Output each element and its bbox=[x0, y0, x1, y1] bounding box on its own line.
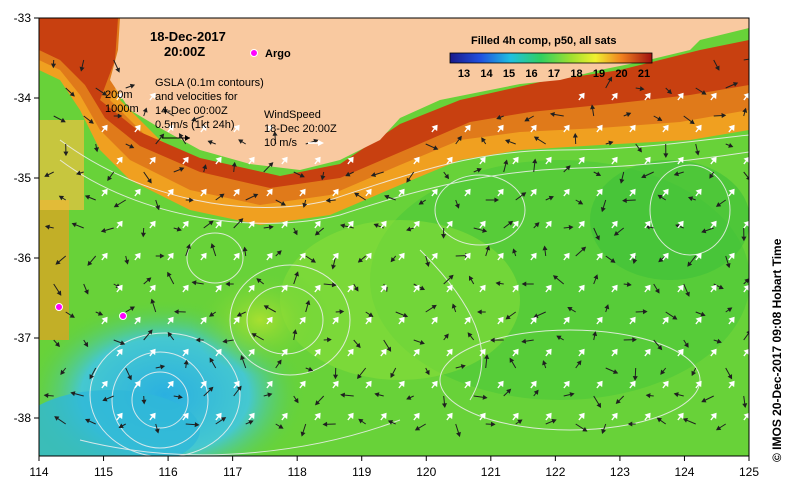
wind-note: WindSpeed 18-Dec 20:00Z 10 m/s bbox=[264, 109, 337, 149]
lon-tick-label: 123 bbox=[610, 465, 630, 479]
gsla-line-1: GSLA (0.1m contours) bbox=[155, 77, 264, 89]
lon-tick-label: 115 bbox=[94, 465, 113, 479]
colorbar-tick-label: 17 bbox=[548, 68, 560, 80]
lon-tick-label: 119 bbox=[352, 465, 371, 479]
colorbar-title: Filled 4h comp, p50, all sats bbox=[471, 35, 617, 47]
plot-border bbox=[38, 17, 750, 457]
lon-axis: 114 115 116 117 118 119 120 121 122 123 124 125 bbox=[29, 456, 759, 479]
colorbar-tick-label: 20 bbox=[615, 68, 627, 80]
lat-axis: -33 -34 -35 -36 -37 -38 bbox=[14, 11, 39, 425]
lon-tick-label: 121 bbox=[481, 465, 501, 479]
colorbar-tick-label: 21 bbox=[638, 68, 650, 80]
gsla-note: GSLA (0.1m contours) and velocities for … bbox=[155, 77, 264, 141]
lat-tick-label: -37 bbox=[14, 331, 32, 345]
argo-label: Argo bbox=[265, 48, 291, 60]
lon-tick-label: 118 bbox=[288, 465, 307, 479]
argo-float-marker bbox=[55, 303, 127, 320]
lon-tick-label: 117 bbox=[223, 465, 242, 479]
time-label: 20:00Z bbox=[164, 44, 205, 59]
colorbar-tick-label: 15 bbox=[503, 68, 515, 80]
wind-time: 18-Dec 20:00Z bbox=[264, 123, 337, 135]
gsla-line-2: and velocities for bbox=[155, 91, 238, 103]
date-label: 18-Dec-2017 bbox=[150, 29, 226, 44]
depth-1000m-label: 1000m bbox=[105, 103, 139, 115]
colorbar-tick-label: 18 bbox=[570, 68, 582, 80]
lon-tick-label: 125 bbox=[739, 465, 759, 479]
lon-tick-label: 116 bbox=[159, 465, 178, 479]
lon-tick-label: 122 bbox=[545, 465, 565, 479]
lon-tick-label: 120 bbox=[416, 465, 436, 479]
lat-tick-label: -34 bbox=[14, 91, 32, 105]
colorbar-ramp bbox=[449, 52, 653, 64]
wind-title: WindSpeed bbox=[264, 109, 321, 121]
colorbar: Filled 4h comp, p50, all sats 13 14 15 16 17… bbox=[449, 35, 653, 80]
lon-tick-label: 114 bbox=[29, 465, 48, 479]
lat-tick-label: -35 bbox=[14, 171, 32, 185]
lat-tick-label: -38 bbox=[14, 411, 32, 425]
gsla-line-4: 0.5m/s (1kt 24h) bbox=[155, 119, 234, 131]
wind-scale: 10 m/s bbox=[264, 137, 298, 149]
colorbar-tick-label: 14 bbox=[480, 68, 493, 80]
colorbar-tick-label: 16 bbox=[525, 68, 537, 80]
sst-field bbox=[39, 18, 749, 456]
lat-tick-label: -33 bbox=[14, 11, 32, 25]
argo-legend-marker bbox=[250, 49, 258, 57]
depth-200m-label: 200m bbox=[105, 89, 133, 101]
imos-credit: © IMOS 20-Dec-2017 09:08 Hobart Time bbox=[770, 238, 784, 462]
colorbar-tick-label: 19 bbox=[593, 68, 605, 80]
lat-tick-label: -36 bbox=[14, 251, 32, 265]
gsla-line-3: 14-Dec 00:00Z bbox=[155, 105, 228, 117]
lon-tick-label: 124 bbox=[674, 465, 694, 479]
colorbar-tick-label: 13 bbox=[458, 68, 470, 80]
